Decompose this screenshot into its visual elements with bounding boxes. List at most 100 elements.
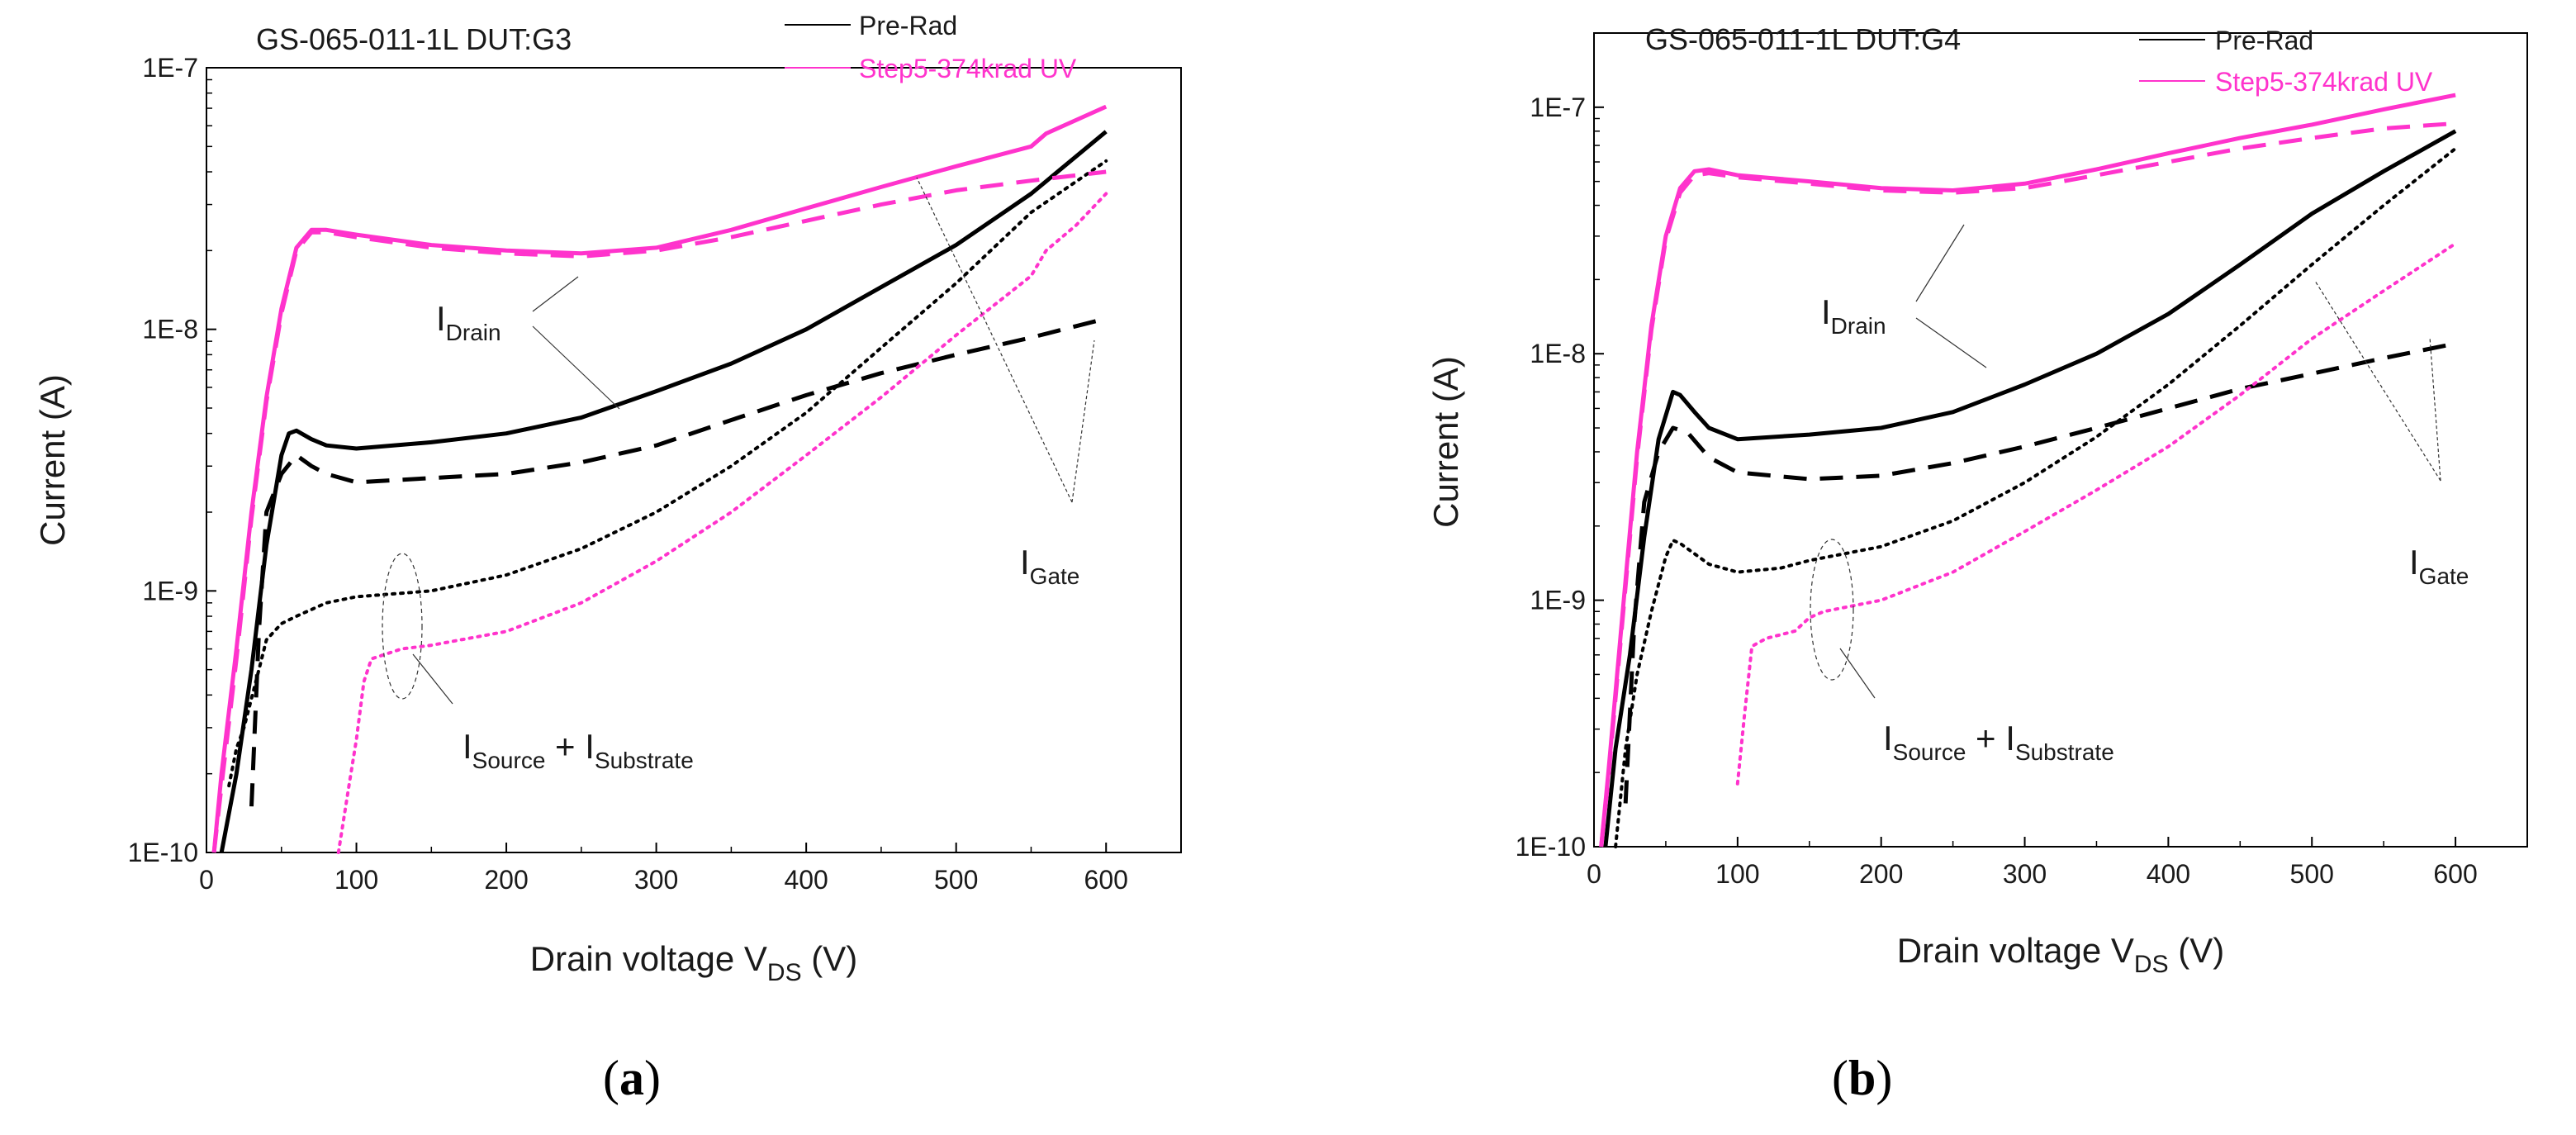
caption-a: (a) — [603, 1051, 661, 1105]
annotation-source-ellipse — [1810, 539, 1854, 681]
x-axis-title-sub: DS — [767, 959, 802, 986]
legend-label-step5: Step5-374krad UV — [2215, 67, 2433, 97]
arrow-drain-1 — [532, 276, 579, 312]
x-axis-title: Drain voltage VDS (V) — [1897, 931, 2225, 978]
arrow-drain-1 — [1915, 224, 1965, 302]
annotation-source-main: I — [1883, 719, 1893, 757]
x-tick-label: 600 — [2433, 859, 2477, 889]
x-tick-label: 0 — [1587, 859, 1601, 889]
caption-b: (b) — [1832, 1051, 1892, 1105]
arrow-gate-2 — [1071, 340, 1095, 503]
annotation-gate: IGate — [2409, 543, 2469, 589]
annotation-source: ISource + ISubstrate — [463, 727, 694, 773]
y-ticks: 1E-10 1E-9 1E-8 1E-7 — [1516, 32, 1604, 862]
caption-b-letter: b — [1848, 1051, 1876, 1105]
caption-b-close: ) — [1876, 1051, 1892, 1105]
series-line-i-drain-pre-rad — [219, 130, 1108, 853]
annotation-source-plus: + — [1966, 719, 2005, 757]
y-tick-label: 1E-10 — [128, 838, 198, 867]
series-line-i-source-i-substrate-pre-rad — [1614, 146, 2458, 848]
chart-panel-a: GS-065-011-1L DUT:G3 Pre-Rad Step5-374kr… — [33, 11, 1182, 1105]
y-tick-label: 1E-8 — [1530, 339, 1586, 368]
annotation-gate-sub: Gate — [1030, 563, 1080, 589]
chart-b-svg: GS-065-011-1L DUT:G4 Pre-Rad Step5-374kr… — [1426, 22, 2528, 1105]
x-tick-label: 200 — [484, 865, 528, 895]
x-axis-title-main: Drain voltage V — [530, 939, 767, 978]
annotation-gate-main: I — [2409, 543, 2419, 582]
annotation-drain-sub: Drain — [1831, 313, 1886, 339]
annotation-gate-sub: Gate — [2419, 563, 2469, 589]
annotation-source-sub: Source — [1893, 739, 1966, 765]
series-line-i-drain-step5 — [1599, 93, 2456, 848]
chart-title: GS-065-011-1L DUT:G4 — [1645, 22, 1961, 56]
series-group — [211, 104, 1108, 854]
arrow-gate-1 — [916, 177, 1073, 503]
legend-label-pre-rad: Pre-Rad — [2215, 26, 2313, 55]
arrow-gate-2 — [2429, 336, 2441, 482]
annotation-substrate-sub: Substrate — [595, 748, 694, 773]
arrow-gate-1 — [2314, 280, 2441, 482]
legend: Pre-Rad Step5-374krad UV — [785, 11, 1077, 83]
x-tick-label: 400 — [784, 865, 828, 895]
annotation-source-main: I — [463, 727, 472, 766]
annotation-substrate-main: I — [585, 727, 595, 766]
legend-label-step5: Step5-374krad UV — [859, 54, 1077, 83]
chart-title: GS-065-011-1L DUT:G3 — [256, 22, 572, 56]
x-tick-label: 100 — [334, 865, 378, 895]
plot-frame — [1593, 32, 2528, 848]
y-tick-label: 1E-9 — [142, 576, 198, 605]
x-ticks: 0 100 200 300 400 500 600 — [1587, 837, 2478, 889]
annotation-source-ellipse — [382, 553, 423, 700]
y-axis-title: Current (A) — [1426, 356, 1465, 528]
series-line-i-source-i-substrate-step5 — [336, 192, 1108, 854]
caption-a-letter: a — [619, 1051, 644, 1105]
chart-a-svg: GS-065-011-1L DUT:G3 Pre-Rad Step5-374kr… — [33, 11, 1182, 1105]
series-line-i-source-i-substrate-step5 — [1735, 241, 2458, 786]
annotation-substrate-main: I — [2005, 719, 2015, 757]
annotation-substrate-sub: Substrate — [2015, 739, 2114, 765]
caption-b-open: ( — [1832, 1051, 1848, 1105]
x-ticks: 0 100 200 300 400 500 600 — [199, 843, 1128, 895]
annotation-drain-main: I — [1821, 292, 1831, 331]
x-tick-label: 200 — [1859, 859, 1903, 889]
series-line-i-gate-pre-rad — [1623, 341, 2456, 804]
series-line-i-source-i-substrate-pre-rad — [227, 159, 1108, 788]
y-tick-label: 1E-10 — [1516, 832, 1586, 862]
y-axis-title: Current (A) — [33, 374, 72, 546]
annotation-source-sub: Source — [472, 748, 546, 773]
x-tick-label: 600 — [1084, 865, 1128, 895]
chart-panel-b: GS-065-011-1L DUT:G4 Pre-Rad Step5-374kr… — [1288, 0, 2576, 1135]
y-ticks: 1E-10 1E-9 1E-8 1E-7 — [128, 53, 216, 867]
arrow-source — [412, 653, 453, 705]
y-tick-label: 1E-8 — [142, 315, 198, 344]
series-group — [1599, 93, 2458, 848]
arrow-source — [1839, 648, 1876, 699]
annotation-gate-main: I — [1020, 543, 1030, 582]
plot-frame — [206, 67, 1182, 853]
arrow-drain-2 — [532, 325, 620, 410]
x-tick-label: 300 — [2003, 859, 2047, 889]
x-axis-title: Drain voltage VDS (V) — [530, 939, 858, 986]
annotations: IDrain IGate ISource + ISubstrate — [382, 177, 1095, 773]
y-tick-label: 1E-9 — [1530, 586, 1586, 615]
x-tick-label: 300 — [634, 865, 678, 895]
x-axis-title-main: Drain voltage V — [1897, 931, 2134, 970]
annotations: IDrain IGate ISource + ISubstrate — [1810, 224, 2469, 765]
x-tick-label: 0 — [199, 865, 214, 895]
series-line-i-gate-step5 — [1599, 121, 2456, 848]
x-tick-label: 500 — [934, 865, 978, 895]
annotation-drain-sub: Drain — [446, 320, 501, 345]
legend-label-pre-rad: Pre-Rad — [859, 11, 957, 40]
x-tick-label: 400 — [2147, 859, 2190, 889]
caption-a-open: ( — [603, 1051, 619, 1105]
x-axis-title-unit: (V) — [2169, 931, 2225, 970]
caption-a-close: ) — [644, 1051, 661, 1105]
series-line-i-drain-pre-rad — [1603, 129, 2457, 848]
y-tick-label: 1E-7 — [1530, 93, 1586, 122]
annotation-source-plus: + — [545, 727, 585, 766]
annotation-source: ISource + ISubstrate — [1883, 719, 2114, 765]
annotation-gate: IGate — [1020, 543, 1079, 589]
legend: Pre-Rad Step5-374krad UV — [2139, 26, 2433, 97]
x-tick-label: 100 — [1715, 859, 1759, 889]
arrow-drain-2 — [1915, 317, 1987, 368]
